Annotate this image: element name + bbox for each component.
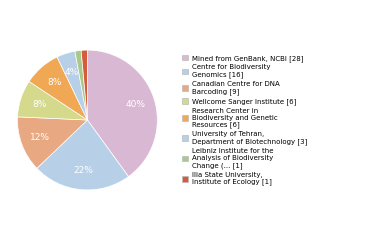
Text: 4%: 4% xyxy=(65,68,79,77)
Wedge shape xyxy=(17,117,87,168)
Wedge shape xyxy=(81,50,87,120)
Wedge shape xyxy=(17,82,87,120)
Text: 8%: 8% xyxy=(32,100,47,109)
Text: 8%: 8% xyxy=(47,78,62,87)
Wedge shape xyxy=(37,120,128,190)
Wedge shape xyxy=(29,57,87,120)
Wedge shape xyxy=(87,50,157,177)
Legend: Mined from GenBank, NCBI [28], Centre for Biodiversity
Genomics [16], Canadian C: Mined from GenBank, NCBI [28], Centre fo… xyxy=(182,54,307,186)
Wedge shape xyxy=(57,51,87,120)
Text: 12%: 12% xyxy=(30,133,50,142)
Text: 22%: 22% xyxy=(73,166,93,175)
Wedge shape xyxy=(75,50,87,120)
Text: 40%: 40% xyxy=(125,100,145,109)
